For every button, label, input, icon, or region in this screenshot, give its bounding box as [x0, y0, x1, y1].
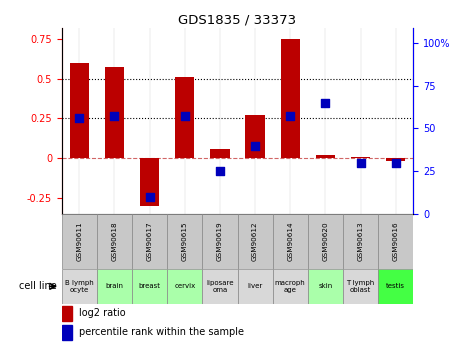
Text: GSM90615: GSM90615 — [182, 222, 188, 261]
Text: GSM90620: GSM90620 — [323, 222, 328, 261]
Bar — [238, 269, 273, 304]
Bar — [316, 155, 335, 158]
Bar — [62, 269, 97, 304]
Text: testis: testis — [386, 283, 405, 289]
Point — [111, 114, 118, 119]
Bar — [97, 214, 132, 269]
Bar — [167, 214, 202, 269]
Bar — [167, 269, 202, 304]
Point — [251, 143, 259, 148]
Bar — [62, 214, 97, 269]
Text: liver: liver — [247, 283, 263, 289]
Bar — [132, 214, 167, 269]
Text: cervix: cervix — [174, 283, 195, 289]
Text: cell line: cell line — [19, 282, 57, 291]
Point — [322, 100, 329, 106]
Point — [146, 194, 153, 199]
Bar — [308, 214, 343, 269]
Bar — [273, 214, 308, 269]
Bar — [97, 269, 132, 304]
Bar — [281, 39, 300, 158]
Bar — [70, 63, 89, 158]
Text: GSM90613: GSM90613 — [358, 222, 363, 261]
Bar — [202, 269, 238, 304]
Text: GSM90611: GSM90611 — [76, 222, 82, 261]
Bar — [343, 269, 378, 304]
Text: liposare
oma: liposare oma — [206, 280, 234, 293]
Bar — [105, 67, 124, 158]
Bar — [386, 158, 405, 161]
Text: GSM90619: GSM90619 — [217, 222, 223, 261]
Text: breast: breast — [139, 283, 161, 289]
Point — [286, 114, 294, 119]
Bar — [140, 158, 159, 206]
Point — [181, 114, 189, 119]
Point — [76, 116, 83, 121]
Point — [216, 168, 224, 174]
Bar — [351, 157, 370, 158]
Text: macroph
age: macroph age — [275, 280, 305, 293]
Text: skin: skin — [318, 283, 332, 289]
Text: percentile rank within the sample: percentile rank within the sample — [79, 327, 244, 337]
Text: T lymph
oblast: T lymph oblast — [346, 280, 375, 293]
Text: brain: brain — [105, 283, 124, 289]
Bar — [378, 214, 413, 269]
Bar — [238, 214, 273, 269]
Text: GSM90612: GSM90612 — [252, 222, 258, 261]
Point — [392, 160, 399, 165]
Bar — [62, 325, 72, 339]
Bar — [132, 269, 167, 304]
Text: log2 ratio: log2 ratio — [79, 308, 126, 318]
Text: GSM90616: GSM90616 — [393, 222, 399, 261]
Bar — [62, 306, 72, 321]
Bar — [202, 214, 238, 269]
Text: B lymph
ocyte: B lymph ocyte — [65, 280, 94, 293]
Bar — [308, 269, 343, 304]
Bar — [343, 214, 378, 269]
Bar — [378, 269, 413, 304]
Text: GSM90617: GSM90617 — [147, 222, 152, 261]
Text: GSM90618: GSM90618 — [112, 222, 117, 261]
Point — [357, 160, 364, 165]
Text: GSM90614: GSM90614 — [287, 222, 293, 261]
Title: GDS1835 / 33373: GDS1835 / 33373 — [179, 13, 296, 27]
Bar — [210, 149, 229, 158]
Bar — [246, 115, 265, 158]
Bar — [273, 269, 308, 304]
Bar — [175, 77, 194, 158]
